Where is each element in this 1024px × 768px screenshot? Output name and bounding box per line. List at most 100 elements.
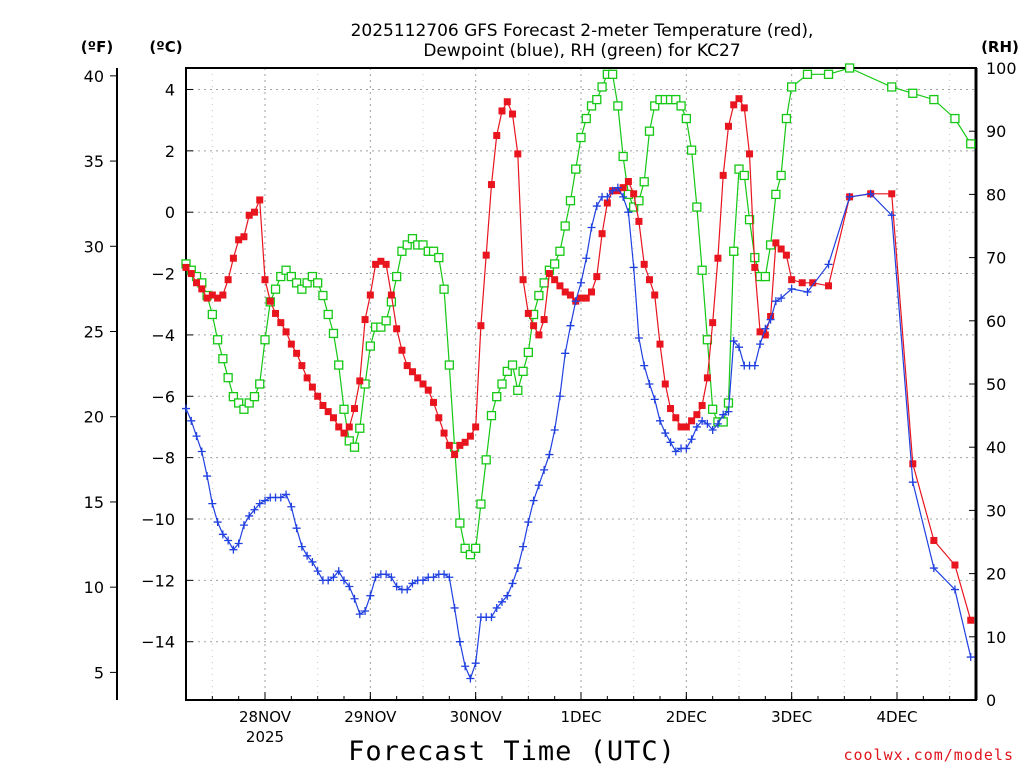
rh-point (365, 341, 375, 351)
dewpoint-point (729, 337, 738, 346)
fahrenheit-tick-label: 30 (84, 237, 104, 256)
chart-title-line-2: Dewpoint (blue), RH (green) for KC27 (423, 41, 740, 61)
dewpoint-point (382, 570, 391, 579)
dewpoint-point (908, 478, 917, 487)
temperature-point (372, 260, 380, 268)
dewpoint-point (387, 573, 396, 582)
temperature-point (414, 374, 422, 382)
dewpoint-point (761, 324, 770, 333)
dewpoint-series (182, 183, 975, 683)
rh-point (297, 284, 307, 294)
dewpoint-point (371, 573, 380, 582)
rh-point (355, 423, 365, 433)
rh-point (397, 246, 407, 256)
dewpoint-point (582, 254, 591, 263)
dewpoint-point (450, 603, 459, 612)
fahrenheit-axis: 40 35 30 25 20 15 10 5 (84, 67, 117, 682)
temperature-point (645, 276, 653, 284)
celsius-tick-label: 2 (165, 142, 175, 161)
temperature-point (551, 276, 559, 284)
dewpoint-point (276, 493, 285, 502)
temperature-point (461, 438, 469, 446)
dewpoint-point (592, 202, 601, 211)
temperature-point (424, 386, 432, 394)
temperature-series (182, 95, 975, 624)
time-tick-label: 1DEC (560, 708, 601, 726)
temperature-point (677, 423, 685, 431)
temperature-point (756, 328, 764, 336)
rh-tick-label: 30 (986, 501, 1006, 520)
rh-point (497, 379, 507, 389)
temperature-point (514, 150, 522, 158)
time-tick-label: 30NOV (450, 708, 503, 726)
temperature-point (308, 383, 316, 391)
dewpoint-point (566, 321, 575, 330)
rh-point (844, 63, 855, 73)
temperature-point (345, 423, 353, 431)
temperature-point (266, 297, 274, 305)
dewpoint-point (308, 557, 317, 566)
temperature-point (419, 380, 427, 388)
rh-point (676, 101, 686, 111)
dewpoint-point (561, 349, 570, 358)
dewpoint-point (719, 410, 728, 419)
temperature-point (261, 276, 269, 284)
temperature-point (382, 260, 390, 268)
dewpoint-point (555, 392, 564, 401)
temperature-point (751, 263, 759, 271)
celsius-tick-label: −14 (141, 633, 175, 652)
celsius-tick-label: −12 (141, 571, 175, 590)
rh-point (407, 233, 418, 244)
dewpoint-point (440, 570, 449, 579)
rh-point (581, 113, 591, 124)
temperature-point (219, 291, 227, 299)
rh-point (228, 391, 239, 402)
rh-point (771, 189, 781, 200)
rh-point (681, 113, 691, 124)
dewpoint-point (503, 591, 512, 600)
dewpoint-point (361, 607, 370, 616)
dewpoint-point (197, 447, 206, 456)
time-axis: 28NOV 2025 29NOV 30NOV 1DEC 2DEC 3DEC 4DEC (211, 692, 951, 746)
dewpoint-point (466, 674, 475, 683)
temperature-point (503, 98, 511, 106)
rh-point (518, 366, 528, 377)
rh-point (402, 240, 412, 250)
temperature-point (577, 294, 585, 302)
rh-point (697, 265, 707, 275)
temperature-point (566, 291, 574, 299)
temperature-point (298, 362, 306, 370)
rh-point (760, 271, 770, 282)
dewpoint-point (224, 536, 233, 545)
dewpoint-point (787, 284, 796, 293)
dewpoint-point (724, 407, 733, 416)
temperature-point (582, 294, 590, 302)
rh-point (291, 278, 302, 288)
temperature-point (293, 349, 301, 357)
temperature-point (530, 322, 538, 330)
rh-point (744, 215, 755, 225)
dewpoint-point (634, 333, 643, 342)
rh-tick-label: 0 (986, 691, 996, 710)
temperature-point (635, 217, 643, 225)
dewpoint-point (292, 524, 301, 533)
temperature-point (603, 199, 611, 207)
dewpoint-point (519, 542, 528, 551)
temperature-point (746, 150, 754, 158)
rh-point (523, 347, 533, 358)
rh-point (613, 101, 623, 111)
rh-point (802, 69, 813, 79)
dewpoint-point (334, 567, 343, 576)
rh-point (270, 284, 281, 294)
temperature-point (256, 196, 264, 204)
rh-point (781, 113, 792, 124)
rh-point (376, 322, 386, 332)
dewpoint-point (645, 380, 654, 388)
dewpoint-point (629, 263, 638, 272)
rh-point (708, 404, 718, 414)
rh-point (787, 82, 797, 92)
rh-point (650, 101, 660, 111)
time-tick-label: 3DEC (771, 708, 812, 726)
rh-point (386, 297, 397, 307)
